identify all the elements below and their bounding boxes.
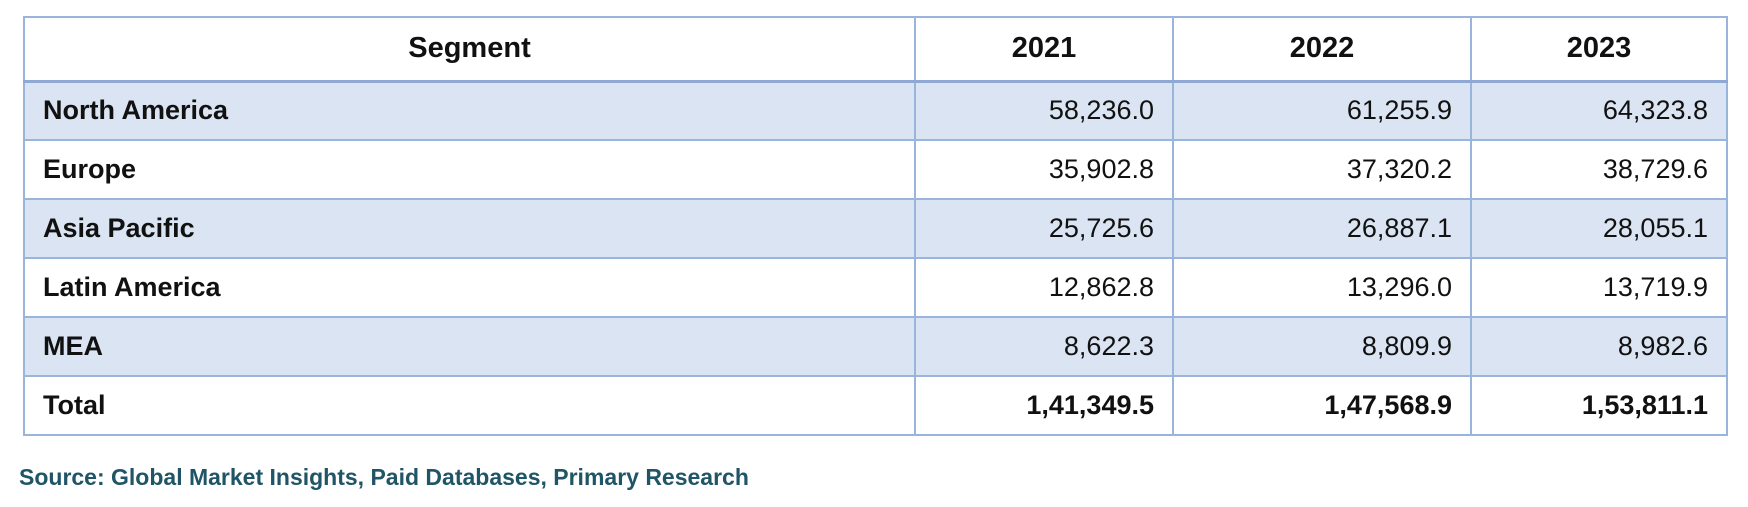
cell-2022: 13,296.0 (1172, 257, 1472, 318)
column-header-2023: 2023 (1470, 16, 1728, 83)
table-row: Asia Pacific 25,725.6 26,887.1 28,055.1 (23, 198, 1728, 259)
table-row: MEA 8,622.3 8,809.9 8,982.6 (23, 316, 1728, 377)
cell-2021: 35,902.8 (914, 139, 1174, 200)
total-row: Total 1,41,349.5 1,47,568.9 1,53,811.1 (23, 375, 1728, 436)
column-header-2021: 2021 (914, 16, 1174, 83)
cell-2021: 25,725.6 (914, 198, 1174, 259)
cell-2022: 1,47,568.9 (1172, 375, 1472, 436)
table-header-row: Segment 2021 2022 2023 (23, 16, 1728, 83)
cell-2023: 64,323.8 (1470, 80, 1728, 141)
cell-2023: 8,982.6 (1470, 316, 1728, 377)
cell-2021: 12,862.8 (914, 257, 1174, 318)
cell-2022: 26,887.1 (1172, 198, 1472, 259)
source-note: Source: Global Market Insights, Paid Dat… (19, 464, 749, 490)
table-row: Europe 35,902.8 37,320.2 38,729.6 (23, 139, 1728, 200)
data-table-container: Segment 2021 2022 2023 North America 58,… (23, 16, 1728, 436)
cell-2022: 8,809.9 (1172, 316, 1472, 377)
row-label: Latin America (23, 257, 916, 318)
regional-segment-table: Segment 2021 2022 2023 North America 58,… (23, 16, 1728, 436)
cell-2023: 1,53,811.1 (1470, 375, 1728, 436)
table-row: Latin America 12,862.8 13,296.0 13,719.9 (23, 257, 1728, 318)
cell-2022: 37,320.2 (1172, 139, 1472, 200)
cell-2021: 1,41,349.5 (914, 375, 1174, 436)
row-label: Total (23, 375, 916, 436)
table-row: North America 58,236.0 61,255.9 64,323.8 (23, 80, 1728, 141)
cell-2022: 61,255.9 (1172, 80, 1472, 141)
cell-2021: 8,622.3 (914, 316, 1174, 377)
cell-2023: 28,055.1 (1470, 198, 1728, 259)
cell-2021: 58,236.0 (914, 80, 1174, 141)
row-label: MEA (23, 316, 916, 377)
row-label: Europe (23, 139, 916, 200)
row-label: Asia Pacific (23, 198, 916, 259)
cell-2023: 13,719.9 (1470, 257, 1728, 318)
column-header-segment: Segment (23, 16, 916, 83)
row-label: North America (23, 80, 916, 141)
cell-2023: 38,729.6 (1470, 139, 1728, 200)
column-header-2022: 2022 (1172, 16, 1472, 83)
